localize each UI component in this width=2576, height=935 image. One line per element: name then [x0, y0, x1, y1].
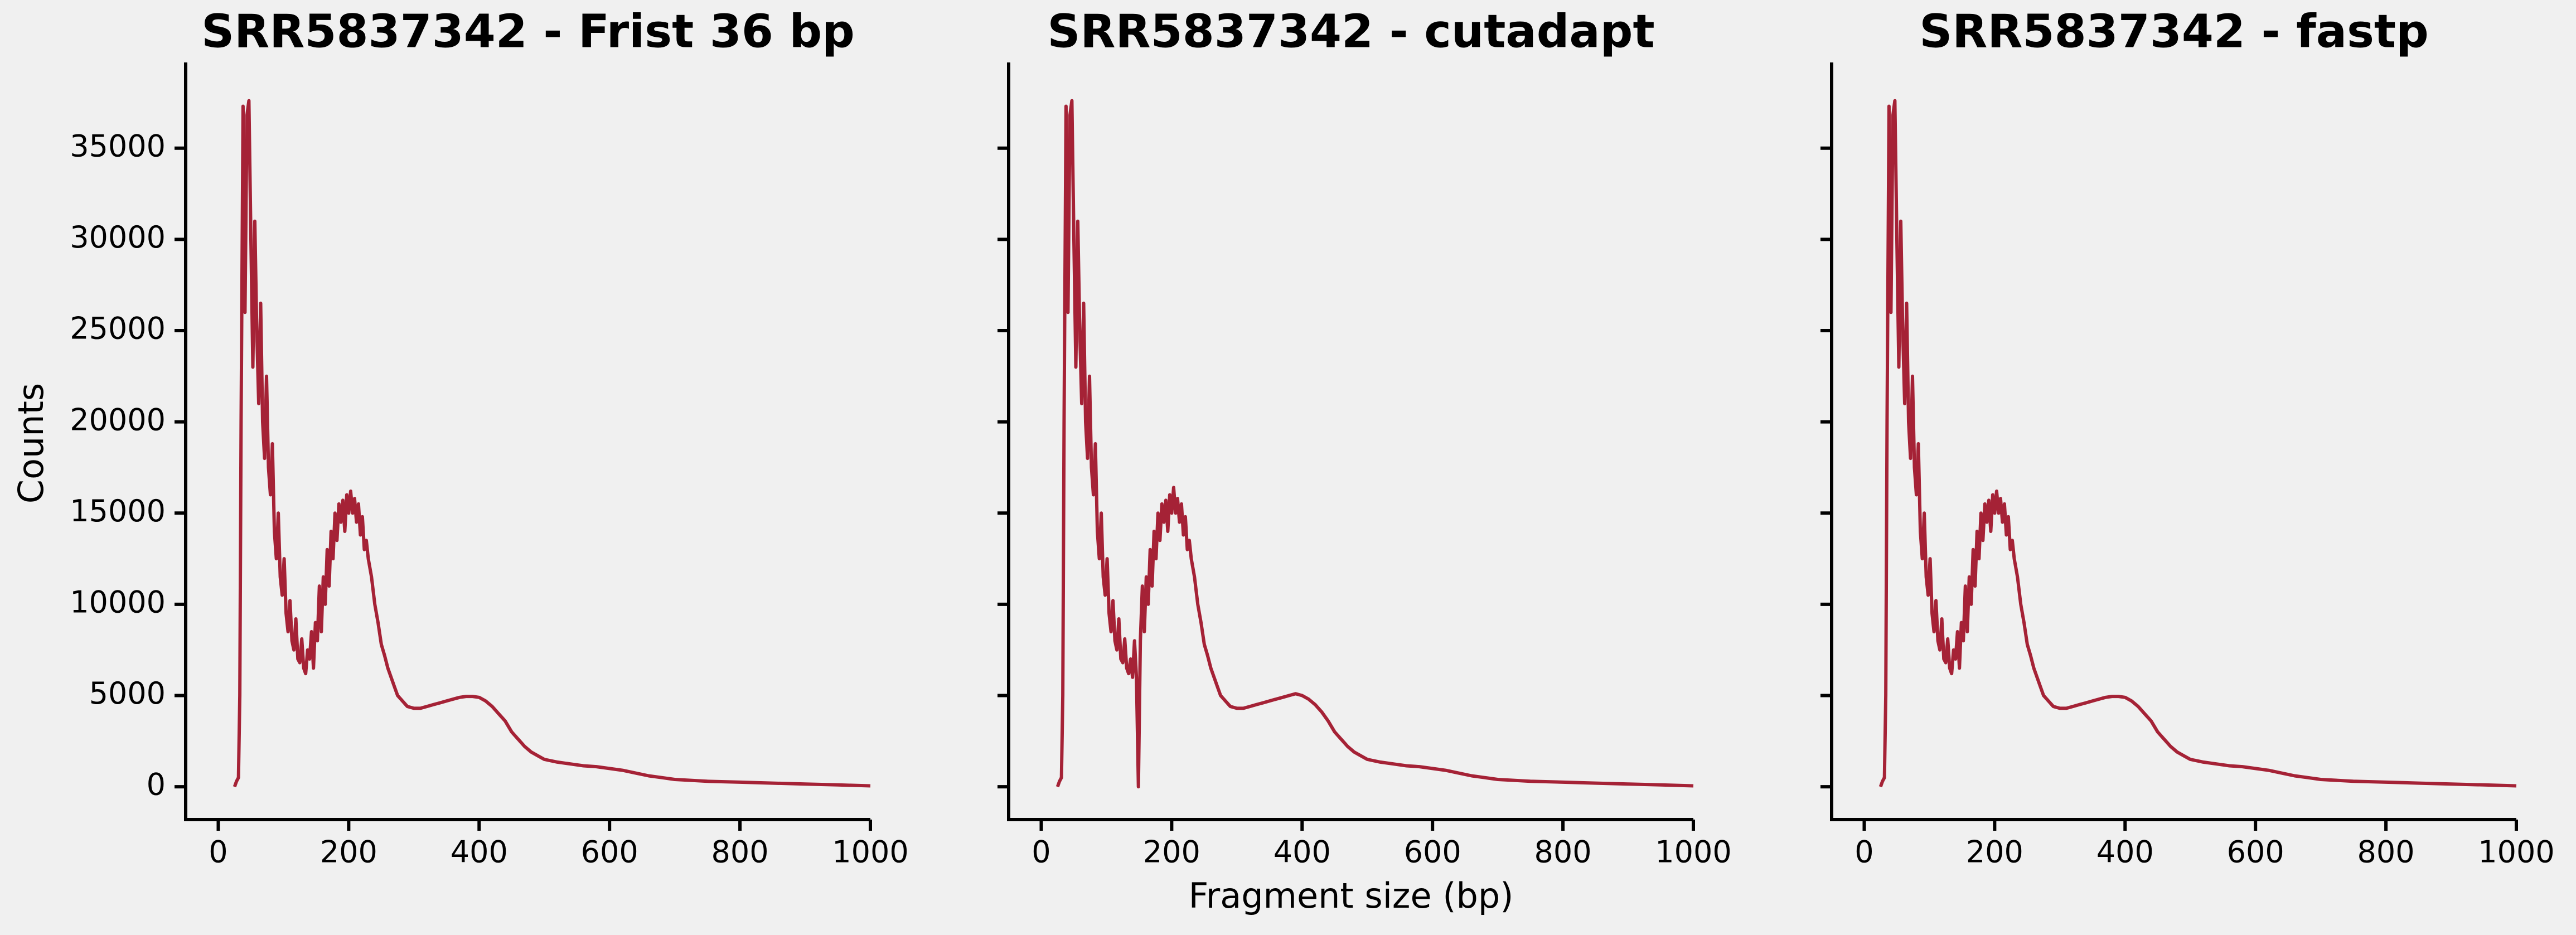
x-tick-label: 600 — [2227, 835, 2284, 870]
x-tick-label: 400 — [1274, 835, 1331, 870]
x-tick-label: 0 — [1854, 835, 1873, 870]
panel-title: SRR5837342 - cutadapt — [1047, 5, 1654, 58]
y-tick-label: 30000 — [70, 220, 166, 255]
x-tick-label: 200 — [320, 835, 377, 870]
y-tick-label: 10000 — [70, 585, 166, 620]
x-tick-label: 600 — [1404, 835, 1461, 870]
y-tick-label: 20000 — [70, 402, 166, 437]
x-tick-label: 600 — [581, 835, 638, 870]
y-tick-label: 5000 — [89, 676, 166, 711]
x-tick-label: 0 — [209, 835, 227, 870]
data-line — [1055, 99, 1694, 789]
data-line — [233, 99, 871, 788]
x-tick-label: 0 — [1032, 835, 1050, 870]
x-axis-label: Fragment size (bp) — [1189, 875, 1514, 916]
x-tick-label: 200 — [1966, 835, 2023, 870]
x-tick-label: 800 — [1534, 835, 1592, 870]
x-tick-label: 1000 — [1655, 835, 1731, 870]
y-tick-label: 35000 — [70, 128, 166, 163]
y-axis-label: Counts — [11, 383, 51, 503]
x-tick-label: 200 — [1143, 835, 1200, 870]
panel-title: SRR5837342 - fastp — [1919, 5, 2429, 58]
y-tick-label: 25000 — [70, 311, 166, 346]
y-tick-label: 0 — [147, 767, 166, 802]
x-tick-label: 1000 — [832, 835, 908, 870]
panel-title: SRR5837342 - Frist 36 bp — [201, 5, 855, 58]
x-tick-label: 400 — [451, 835, 508, 870]
x-tick-label: 800 — [2357, 835, 2415, 870]
data-line — [1878, 99, 2517, 788]
y-tick-label: 15000 — [70, 493, 166, 529]
x-tick-label: 1000 — [2478, 835, 2554, 870]
x-tick-label: 800 — [711, 835, 769, 870]
x-tick-label: 400 — [2096, 835, 2154, 870]
